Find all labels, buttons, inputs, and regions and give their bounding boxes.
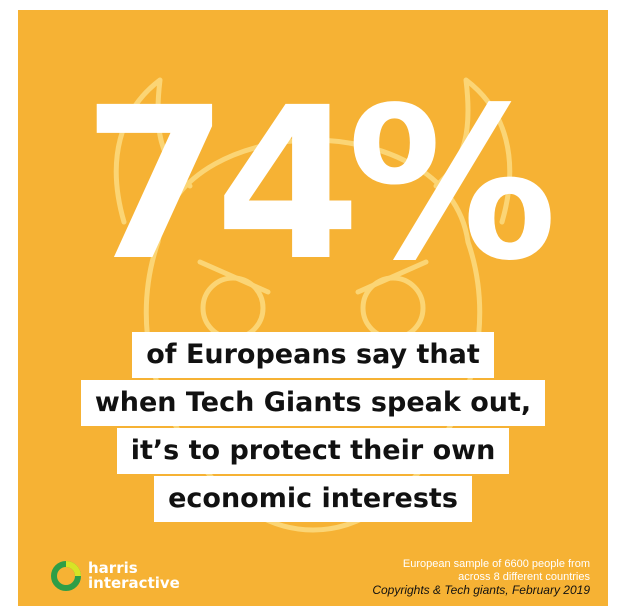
source-line-1: European sample of 6600 people from	[402, 558, 590, 570]
source-line-2: across 8 different countries	[458, 571, 590, 583]
headline-line-1: of Europeans say that	[132, 332, 494, 378]
headline-line-3: it’s to protect their own	[116, 428, 510, 474]
harris-ring-icon	[51, 561, 81, 591]
logo-wordmark: harris interactive	[88, 561, 180, 591]
logo-line-1: harris	[88, 559, 138, 577]
logo-line-2: interactive	[88, 574, 180, 592]
source-line-3: Copyrights & Tech giants, February 2019	[372, 583, 590, 597]
infographic-card: 74% of Europeans say that when Tech Gian…	[18, 10, 608, 606]
source-note: European sample of 6600 people from acro…	[372, 558, 590, 597]
headline-text: of Europeans say that when Tech Giants s…	[18, 332, 608, 524]
harris-interactive-logo: harris interactive	[50, 560, 180, 592]
headline-percentage: 74%	[82, 62, 558, 307]
headline-line-4: economic interests	[154, 476, 472, 522]
headline-line-2: when Tech Giants speak out,	[80, 380, 546, 426]
